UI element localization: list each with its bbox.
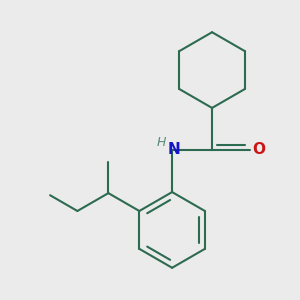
Text: N: N	[168, 142, 181, 158]
Text: O: O	[253, 142, 266, 158]
Text: H: H	[156, 136, 166, 149]
